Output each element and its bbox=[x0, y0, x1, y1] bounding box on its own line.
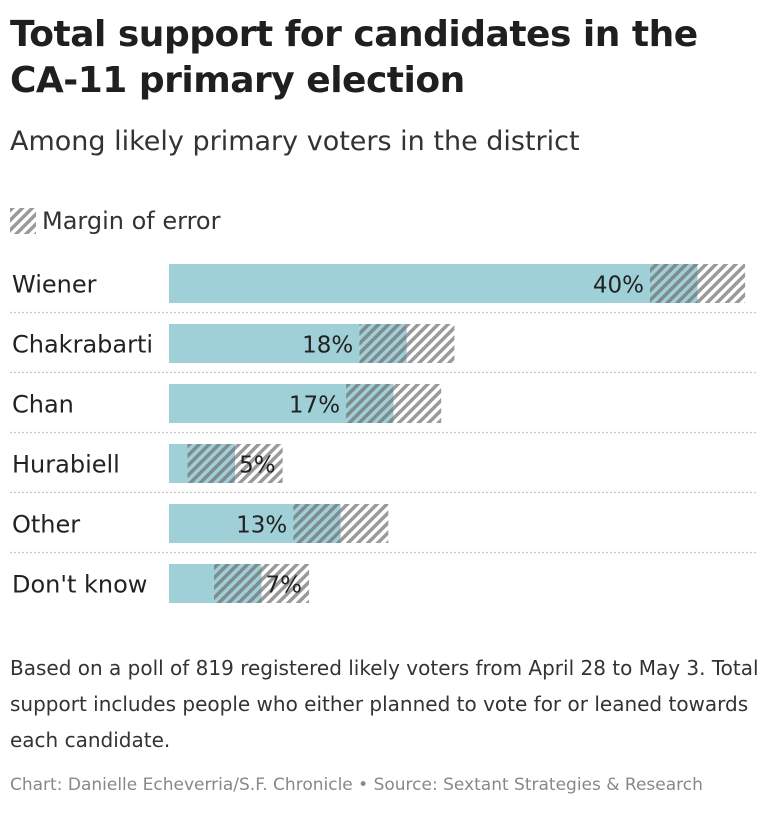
value-label: 17% bbox=[289, 393, 340, 419]
value-label: 40% bbox=[593, 273, 644, 299]
legend: Margin of error bbox=[10, 206, 220, 236]
category-label: Wiener bbox=[12, 271, 97, 299]
bar-chart: Wiener 40% Chakrabarti 18% Chan 17% Hurabiell 5… bbox=[10, 264, 757, 603]
chart-title: Total support for candidates in the CA-1… bbox=[10, 14, 698, 101]
margin-of-error-lower bbox=[346, 384, 394, 423]
category-label: Chan bbox=[12, 391, 74, 419]
margin-of-error-upper bbox=[406, 324, 455, 363]
legend-label: Margin of error bbox=[42, 207, 221, 235]
chart-subtitle: Among likely primary voters in the distr… bbox=[10, 126, 580, 157]
value-label: 13% bbox=[236, 513, 287, 539]
category-label: Don't know bbox=[12, 571, 147, 599]
bar bbox=[169, 264, 650, 303]
bar bbox=[169, 444, 188, 483]
margin-of-error-upper bbox=[340, 504, 389, 543]
bar bbox=[169, 384, 347, 423]
bar bbox=[169, 324, 360, 363]
chart-notes: Based on a poll of 819 registered likely… bbox=[10, 656, 759, 752]
margin-of-error-upper bbox=[697, 264, 746, 303]
margin-of-error-upper bbox=[235, 444, 283, 483]
category-label: Hurabiell bbox=[12, 451, 120, 479]
margin-of-error-lower bbox=[213, 564, 262, 603]
value-label: 5% bbox=[239, 453, 276, 479]
margin-of-error-upper bbox=[261, 564, 310, 603]
margin-of-error-lower bbox=[649, 264, 698, 303]
bar bbox=[169, 504, 294, 543]
margin-of-error-upper bbox=[393, 384, 442, 423]
value-label: 18% bbox=[302, 333, 353, 359]
category-label: Chakrabarti bbox=[12, 331, 153, 359]
margin-of-error-lower bbox=[187, 444, 236, 483]
chart-credit: Chart: Danielle Echeverria/S.F. Chronicl… bbox=[10, 775, 703, 795]
category-label: Other bbox=[12, 511, 80, 539]
margin-of-error-lower bbox=[293, 504, 341, 543]
bar bbox=[169, 564, 214, 603]
margin-of-error-swatch bbox=[10, 208, 36, 234]
value-label: 7% bbox=[265, 573, 302, 599]
margin-of-error-lower bbox=[359, 324, 407, 363]
